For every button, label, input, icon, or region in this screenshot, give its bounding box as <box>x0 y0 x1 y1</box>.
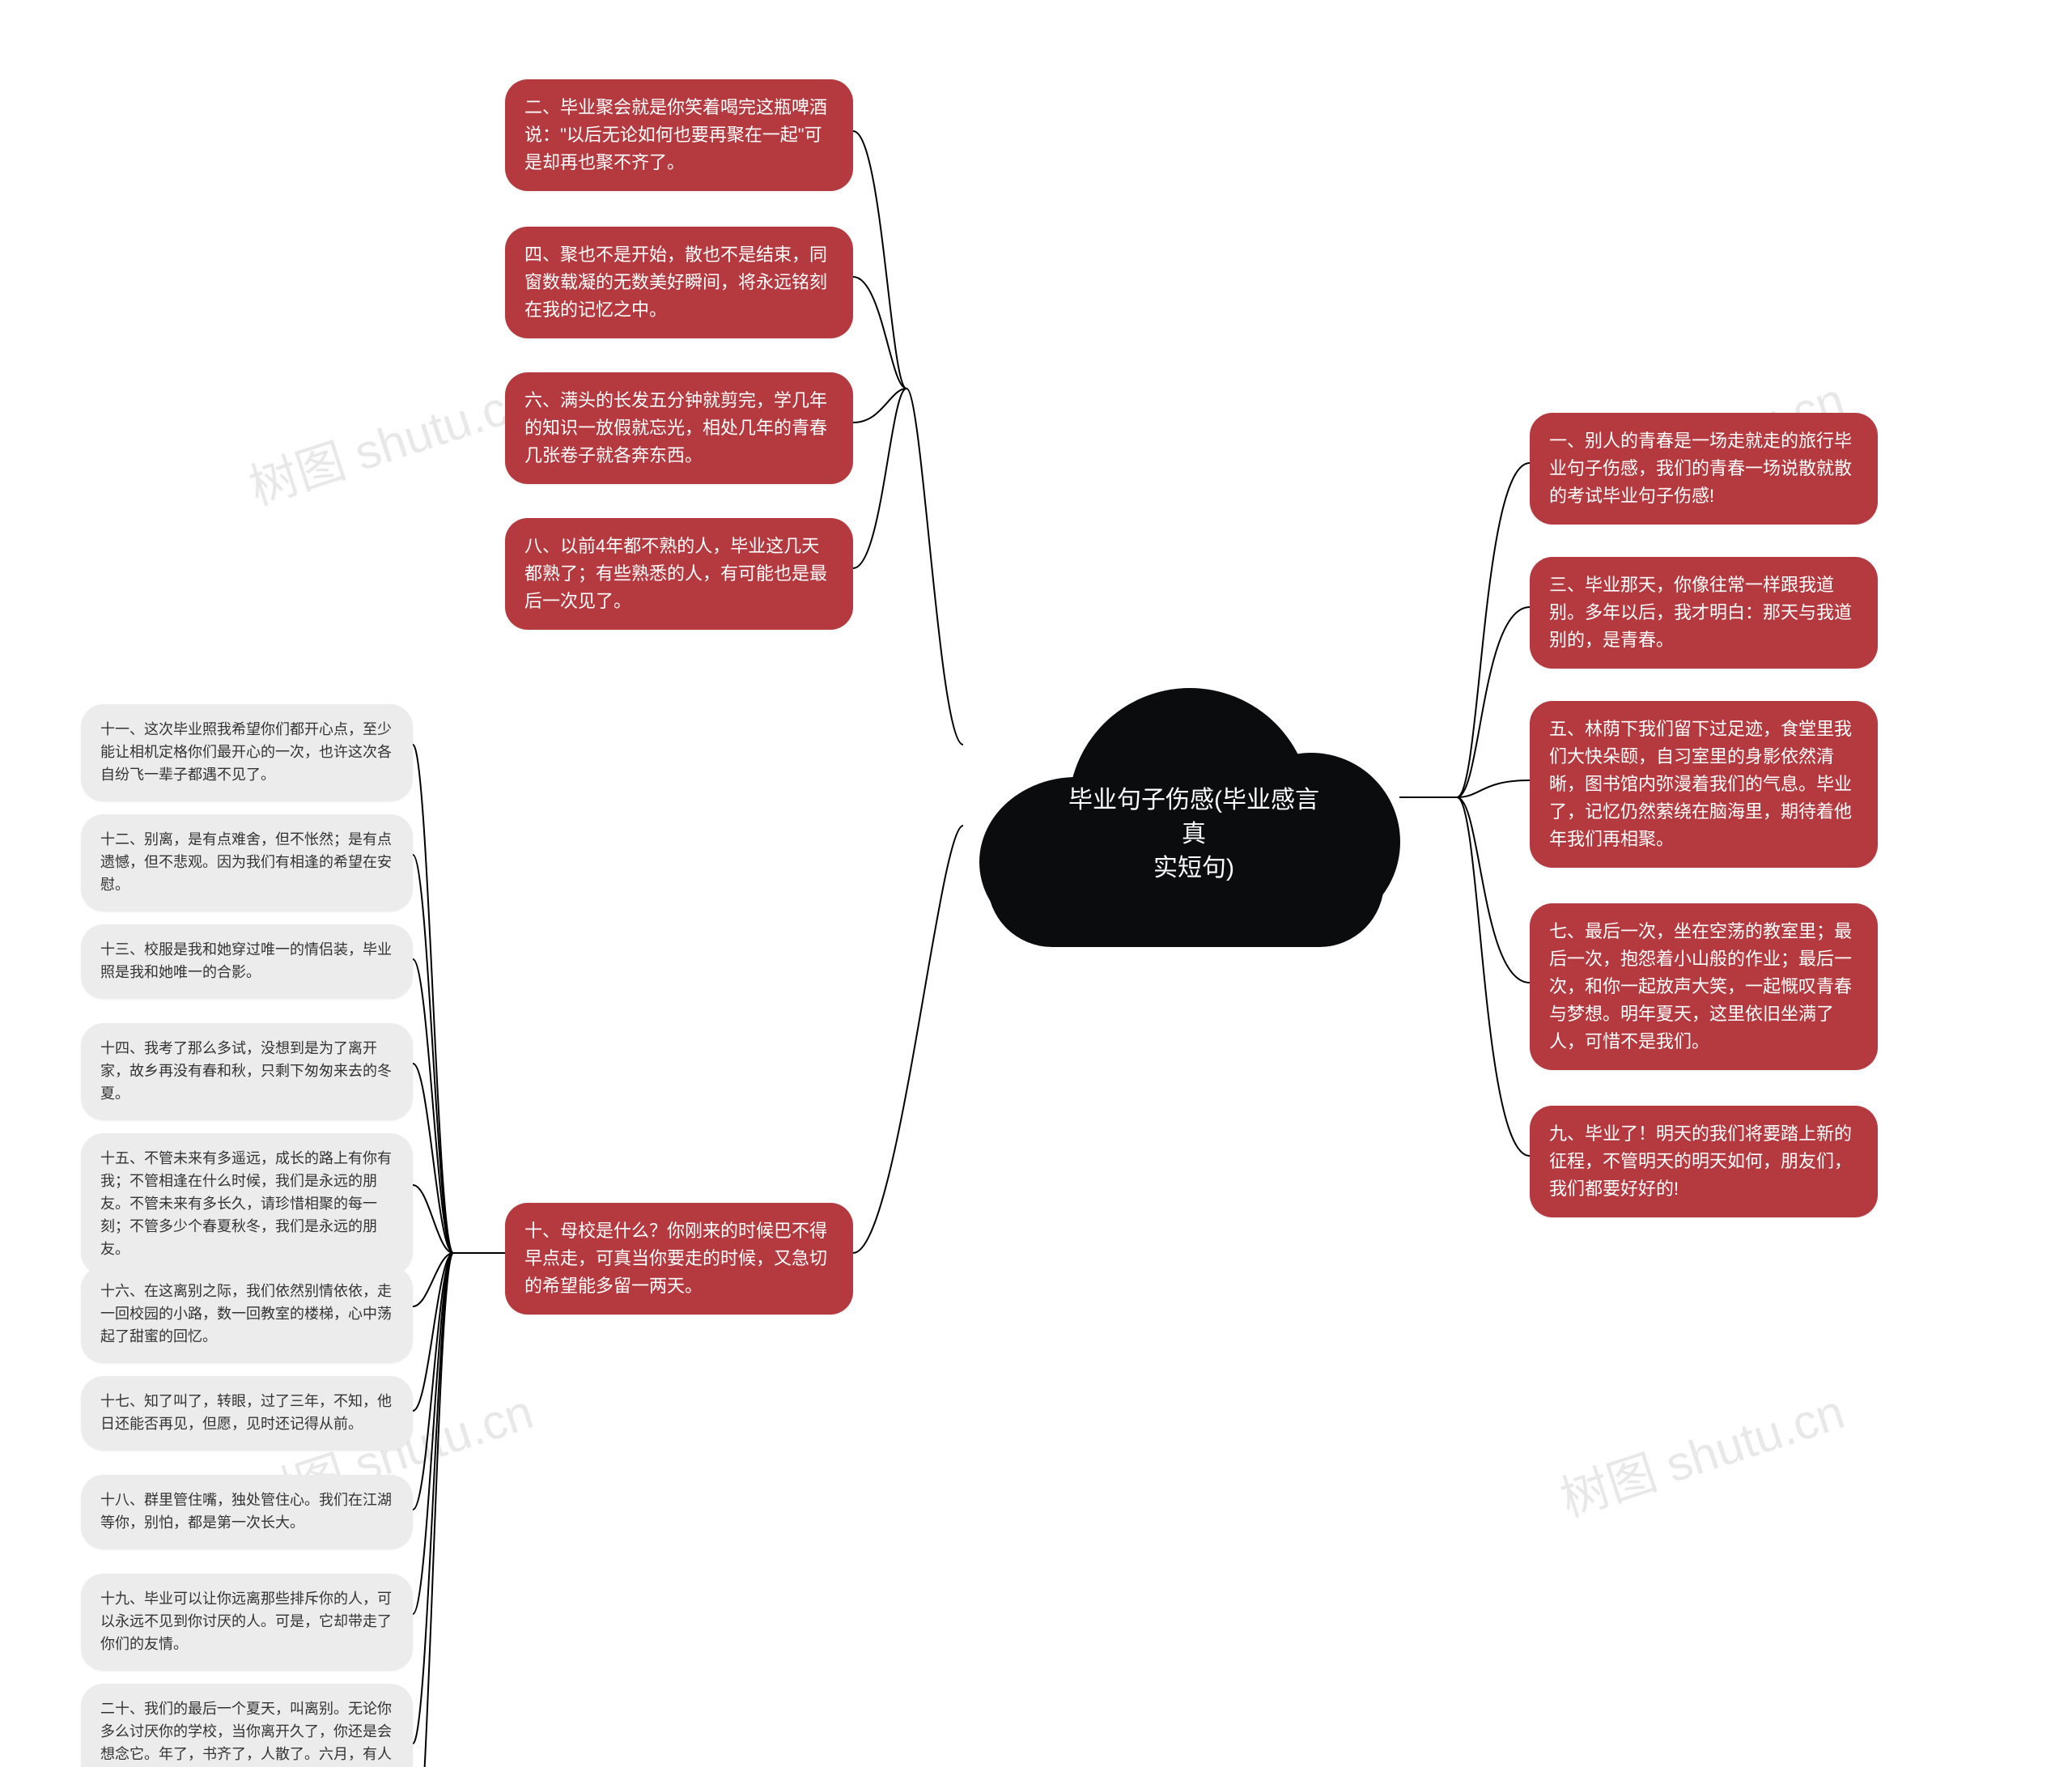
center-node: 毕业句子伤感(毕业感言真 实短句) <box>963 656 1400 947</box>
node-12: 十二、别离，是有点难舍，但不怅然；是有点遗憾，但不悲观。因为我们有相逢的希望在安… <box>81 814 413 911</box>
node-15: 十五、不管未来有多遥远，成长的路上有你有我；不管相逢在什么时候，我们是永远的朋友… <box>81 1133 413 1275</box>
node-1: 一、别人的青春是一场走就走的旅行毕业句子伤感，我们的青春一场说散就散的考试毕业句… <box>1530 413 1878 525</box>
node-17: 十七、知了叫了，转眼，过了三年，不知，他日还能否再见，但愿，见时还记得从前。 <box>81 1376 413 1451</box>
node-19: 十九、毕业可以让你远离那些排斥你的人，可以永远不见到你讨厌的人。可是，它却带走了… <box>81 1574 413 1671</box>
node-20: 二十、我们的最后一个夏天，叫离别。无论你多么讨厌你的学校，当你离开久了，你还是会… <box>81 1684 413 1767</box>
node-11: 十一、这次毕业照我希望你们都开心点，至少能让相机定格你们最开心的一次，也许这次各… <box>81 704 413 801</box>
node-7: 七、最后一次，坐在空荡的教室里；最后一次，抱怨着小山般的作业；最后一次，和你一起… <box>1530 903 1878 1070</box>
node-5: 五、林荫下我们留下过足迹，食堂里我们大快朵颐，自习室里的身影依然清晰，图书馆内弥… <box>1530 701 1878 868</box>
watermark: 树图 shutu.cn <box>239 361 541 519</box>
node-10: 十、母校是什么？你刚来的时候巴不得早点走，可真当你要走的时候，又急切的希望能多留… <box>505 1203 853 1315</box>
node-2: 二、毕业聚会就是你笑着喝完这瓶啤酒说："以后无论如何也要再聚在一起"可是却再也聚… <box>505 79 853 191</box>
mindmap-canvas: 树图 shutu.cn 树图 shutu.cn 树图 shutu.cn 树图 s… <box>0 0 2072 1767</box>
node-13: 十三、校服是我和她穿过唯一的情侣装，毕业照是我和她唯一的合影。 <box>81 924 413 999</box>
node-6: 六、满头的长发五分钟就剪完，学几年的知识一放假就忘光，相处几年的青春几张卷子就各… <box>505 372 853 484</box>
center-title: 毕业句子伤感(毕业感言真 实短句) <box>1060 784 1327 886</box>
node-9: 九、毕业了！明天的我们将要踏上新的征程，不管明天的明天如何，朋友们，我们都要好好… <box>1530 1106 1878 1217</box>
node-3: 三、毕业那天，你像往常一样跟我道别。多年以后，我才明白：那天与我道别的，是青春。 <box>1530 557 1878 669</box>
node-14: 十四、我考了那么多试，没想到是为了离开家，故乡再没有春和秋，只剩下匆匆来去的冬夏… <box>81 1023 413 1120</box>
node-4: 四、聚也不是开始，散也不是结束，同窗数载凝的无数美好瞬间，将永远铭刻在我的记忆之… <box>505 227 853 338</box>
node-16: 十六、在这离别之际，我们依然别情依依，走一回校园的小路，数一回教室的楼梯，心中荡… <box>81 1266 413 1363</box>
watermark: 树图 shutu.cn <box>1550 1373 1852 1531</box>
node-18: 十八、群里管住嘴，独处管住心。我们在江湖等你，别怕，都是第一次长大。 <box>81 1475 413 1549</box>
node-8: 八、以前4年都不熟的人，毕业这几天都熟了；有些熟悉的人，有可能也是最后一次见了。 <box>505 518 853 630</box>
